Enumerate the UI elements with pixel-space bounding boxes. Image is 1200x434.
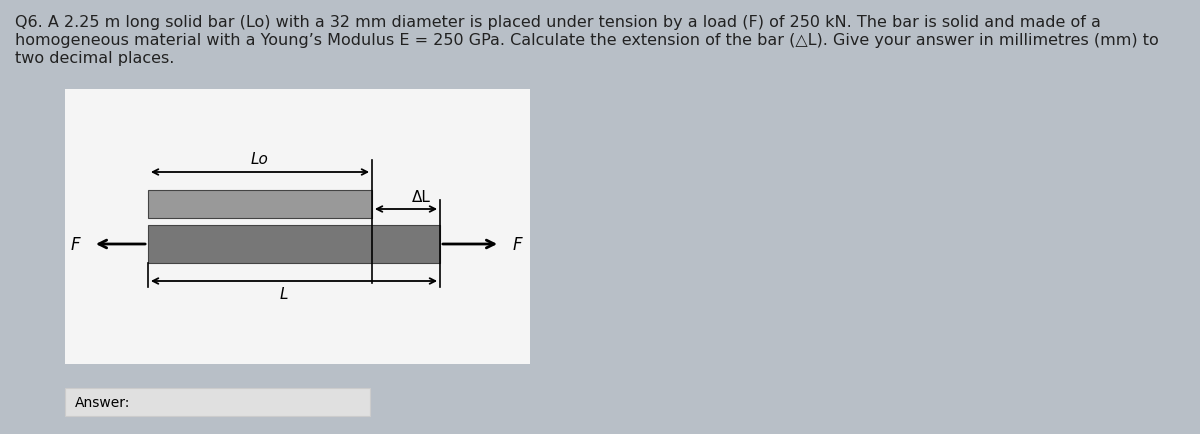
Text: F: F (514, 236, 523, 253)
Text: homogeneous material with a Young’s Modulus E = 250 GPa. Calculate the extension: homogeneous material with a Young’s Modu… (16, 33, 1159, 48)
Bar (148, 226, 440, 263)
Text: Q6. A 2.25 m long solid bar (Lo) with a 32 mm diameter is placed under tension b: Q6. A 2.25 m long solid bar (Lo) with a … (16, 15, 1100, 30)
Text: Answer:: Answer: (76, 395, 131, 409)
Bar (148, 191, 372, 218)
Text: L: L (280, 286, 288, 301)
Text: two decimal places.: two decimal places. (16, 51, 174, 66)
Bar (65, 388, 370, 416)
Text: Lo: Lo (251, 151, 269, 167)
Bar (65, 90, 530, 364)
Text: ΔL: ΔL (412, 190, 431, 204)
Text: F: F (71, 236, 80, 253)
